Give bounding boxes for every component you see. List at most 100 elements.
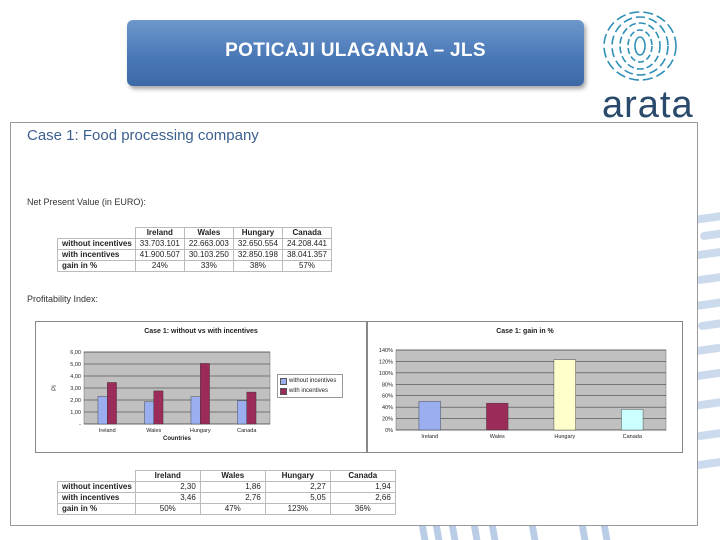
row-label: with incentives xyxy=(57,492,136,504)
table-cell: 2,66 xyxy=(329,492,396,504)
bar xyxy=(237,400,247,425)
row-label: gain in % xyxy=(57,260,136,272)
row-label: without incentives xyxy=(57,481,136,493)
bar xyxy=(107,382,117,425)
table-cell: 41.900.507 xyxy=(134,249,185,261)
legend-item: with incentives xyxy=(280,386,340,396)
table-cell: 1,94 xyxy=(329,481,396,493)
y-tick-label: 100% xyxy=(379,371,393,377)
table-cell: 22.663.003 xyxy=(183,238,234,250)
row-label: gain in % xyxy=(57,503,136,515)
column-header: Hungary xyxy=(232,227,283,239)
y-tick-label: 140% xyxy=(379,348,393,354)
y-tick-label: 20% xyxy=(382,417,393,423)
arata-logo-mark xyxy=(603,11,677,81)
x-tick-label: Ireland xyxy=(99,428,116,434)
pi-label: Profitability Index: xyxy=(27,294,99,304)
legend-swatch xyxy=(280,387,287,395)
chart-title: Case 1: gain in % xyxy=(496,328,554,335)
y-tick-label: 5,00 xyxy=(70,362,81,368)
column-header: Hungary xyxy=(264,470,331,482)
bar xyxy=(621,409,644,431)
column-header: Canada xyxy=(329,470,396,482)
x-tick-label: Ireland xyxy=(421,434,438,440)
legend-item: without incentives xyxy=(280,376,340,386)
x-tick-label: Wales xyxy=(146,428,161,434)
y-tick-label: - xyxy=(79,422,81,428)
column-header: Canada xyxy=(281,227,332,239)
x-tick-label: Wales xyxy=(490,434,505,440)
x-tick-label: Canada xyxy=(623,434,643,440)
column-header: Wales xyxy=(183,227,234,239)
y-tick-label: 2,00 xyxy=(70,398,81,404)
bar xyxy=(418,401,441,431)
table-row: without incentives 2,30 1,86 2,27 1,94 xyxy=(57,481,396,493)
y-tick-label: 60% xyxy=(382,394,393,400)
bar xyxy=(486,402,509,431)
slide-title-bar: POTICAJI ULAGANJA – JLS xyxy=(127,20,584,86)
row-label: without incentives xyxy=(57,238,136,250)
table-cell: 38% xyxy=(232,260,283,272)
slide-title: POTICAJI ULAGANJA – JLS xyxy=(225,40,486,61)
table-header-row: Ireland Wales Hungary Canada xyxy=(58,227,332,239)
y-tick-label: 80% xyxy=(382,382,393,388)
column-header: Ireland xyxy=(134,227,185,239)
y-tick-label: 120% xyxy=(379,359,393,365)
x-tick-label: Canada xyxy=(237,428,257,434)
bar xyxy=(97,396,108,425)
arata-logo: arata xyxy=(600,6,710,126)
pi-table: Ireland Wales Hungary Canada without inc… xyxy=(57,470,396,515)
table-cell: 2,30 xyxy=(134,481,201,493)
table-cell: 36% xyxy=(329,503,396,515)
table-cell: 2,76 xyxy=(199,492,266,504)
legend-label: without incentives xyxy=(289,378,337,384)
x-axis-label: Countries xyxy=(163,436,192,442)
table-row: gain in % 50% 47% 123% 36% xyxy=(57,503,396,515)
chart-gain-percent: Case 1: gain in % 0% 20% 40% 60% 80% 100% 120%… xyxy=(367,321,683,453)
table-row: with incentives 41.900.507 30.103.250 32… xyxy=(57,249,332,261)
plot-area xyxy=(395,349,667,431)
chart-with-without-incentives: Case 1: without vs with incentives - 1,00… xyxy=(35,321,367,453)
slide-content: Case 1: Food processing company Net Pres… xyxy=(10,122,698,526)
chart-plot-svg: 0% 20% 40% 60% 80% 100% 120% 140% Ireland Wales Hu… xyxy=(379,348,667,440)
row-label: with incentives xyxy=(57,249,136,261)
bar xyxy=(246,391,257,425)
table-cell: 123% xyxy=(264,503,331,515)
y-axis-label: PI xyxy=(52,385,58,391)
table-cell: 1,86 xyxy=(199,481,266,493)
y-tick-label: 6,00 xyxy=(70,350,81,356)
table-cell: 24% xyxy=(134,260,185,272)
table-cell: 47% xyxy=(199,503,266,515)
table-cell: 33% xyxy=(183,260,234,272)
x-tick-label: Hungary xyxy=(190,428,211,434)
table-cell: 57% xyxy=(281,260,332,272)
y-tick-label: 40% xyxy=(382,405,393,411)
y-tick-label: 4,00 xyxy=(70,374,81,380)
y-tick-label: 3,00 xyxy=(70,386,81,392)
y-tick-label: 1,00 xyxy=(70,410,81,416)
table-row: gain in % 24% 33% 38% 57% xyxy=(57,260,332,272)
table-cell: 30.103.250 xyxy=(183,249,234,261)
x-tick-label: Hungary xyxy=(554,434,575,440)
chart-plot-svg: - 1,00 2,00 3,00 4,00 5,00 6,00 Ireland Wales Hun… xyxy=(52,350,271,442)
table-row: without incentives 33.703.101 22.663.003… xyxy=(57,238,332,250)
table-row: with incentives 3,46 2,76 5,05 2,66 xyxy=(57,492,396,504)
npv-label: Net Present Value (in EURO): xyxy=(27,197,146,207)
logo-wordmark: arata xyxy=(602,84,694,126)
bar xyxy=(190,396,201,425)
bar xyxy=(153,390,164,425)
table-cell: 50% xyxy=(134,503,201,515)
table-cell: 38.041.357 xyxy=(281,249,332,261)
table-cell: 32.850.198 xyxy=(232,249,283,261)
column-header: Wales xyxy=(199,470,266,482)
bar xyxy=(200,363,210,425)
bar xyxy=(144,401,154,425)
case-title: Case 1: Food processing company xyxy=(27,127,259,144)
npv-table: Ireland Wales Hungary Canada without inc… xyxy=(57,227,332,272)
chart-title: Case 1: without vs with incentives xyxy=(144,328,258,335)
y-tick-label: 0% xyxy=(385,428,393,434)
table-cell: 5,05 xyxy=(264,492,331,504)
table-cell: 33.703.101 xyxy=(134,238,185,250)
chart-legend: without incentives with incentives xyxy=(277,374,343,398)
legend-swatch xyxy=(280,377,287,385)
